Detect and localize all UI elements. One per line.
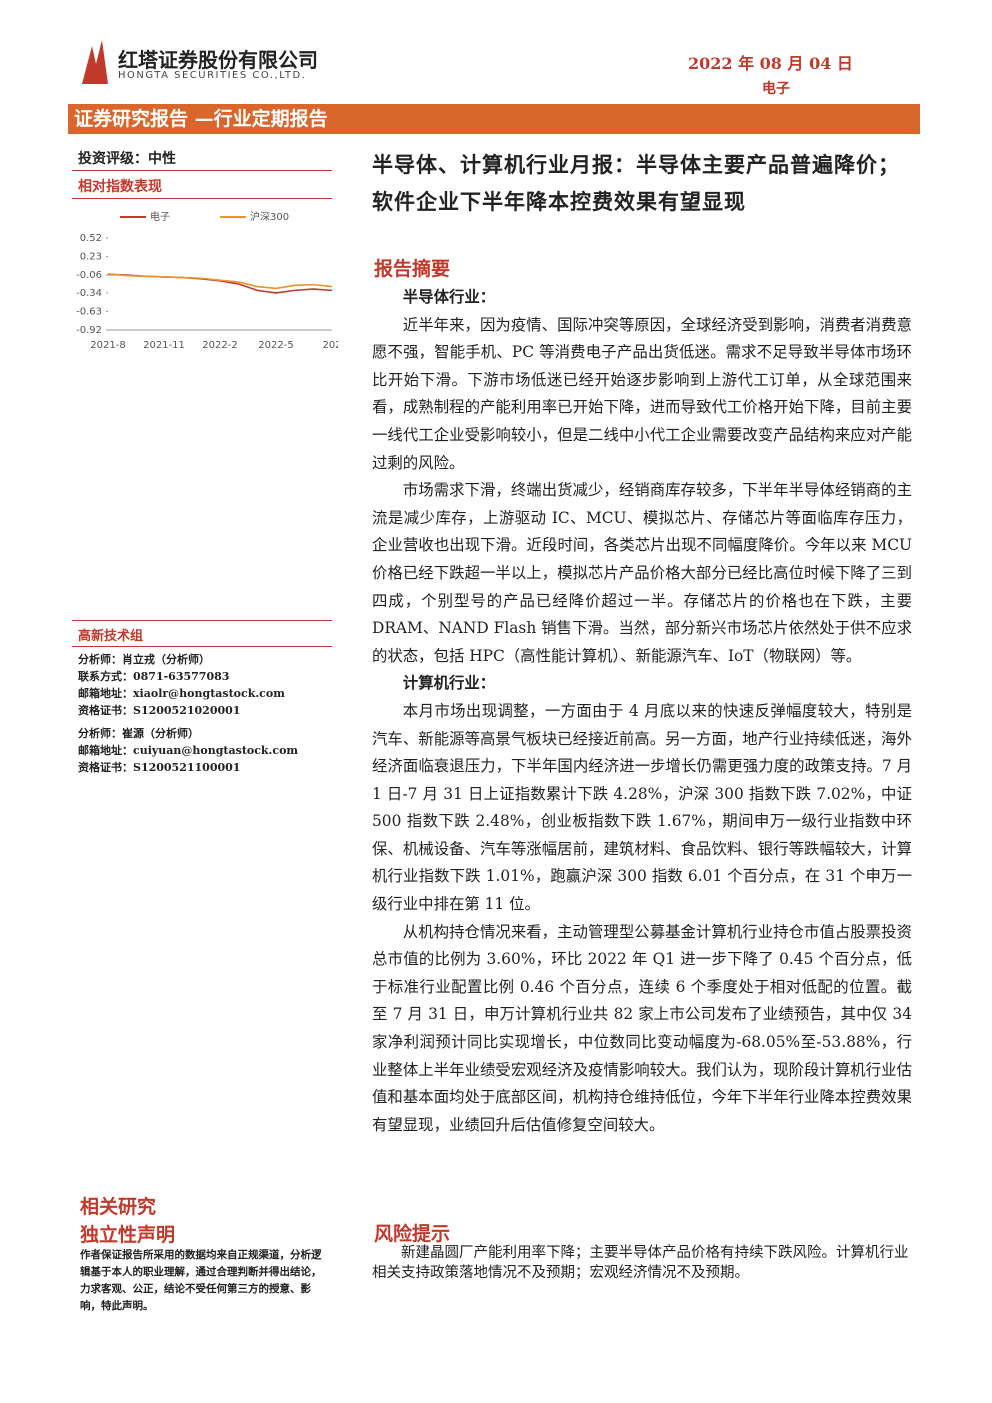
y-tick-label: -0.63 [76,306,102,317]
field-label: 联系方式： [78,670,133,683]
team: 高新技术组 [78,629,144,644]
analyst-row: 邮箱地址：cuiyuan@hongtastock.com [78,742,338,759]
banner: 证券研究报告 —行业定期报告 [68,104,920,134]
risk-text: 新建晶圆厂产能利用率下降；主要半导体产品价格有持续下跌风险。计算机行业相关支持政… [372,1245,909,1281]
analyst: 分析师：崔源（分析师） 邮箱地址：cuiyuan@hongtastock.com 资… [78,725,338,776]
y-tick-label: -0.34 [76,288,102,299]
date: 2022 年 08 月 04 日 [688,54,853,73]
logo [82,40,108,84]
analyst-row: 资格证书：S1200521100001 [78,759,338,776]
company: 红塔证券股份有限公司 [118,48,318,72]
analyst-row: 邮箱地址：xiaolr@hongtastock.com [78,685,338,702]
chart-heading: 相对指数表现 [78,179,162,195]
x-tick-label: 2021-8 [90,340,125,351]
section-heading: 计算机行业： [402,674,496,693]
field-label: 分析师： [78,727,122,740]
field-value: 0871-63577083 [133,670,230,683]
analyst-row: 资格证书：S1200521020001 [78,702,338,719]
field-label: 分析师： [78,653,122,666]
field-label: 邮箱地址： [78,687,133,700]
paragraph: 市场需求下滑，终端出货减少，经销商库存较多，下半年半导体经销商的主流是减少库存，… [372,481,912,665]
y-tick-label: 0.23 [80,252,102,263]
x-tick-label: 202 [322,340,338,351]
analysts: 分析师：肖立戎（分析师） 联系方式：0871-63577083 邮箱地址：xiaol… [78,651,338,782]
x-tick-label: 2022-2 [202,340,237,351]
analyst-row: 分析师：肖立戎（分析师） [78,651,338,668]
rating: 投资评级：中性 [78,151,176,167]
summary-heading: 报告摘要 [374,258,451,280]
y-tick-label: 0.52 [80,233,102,244]
risk-heading: 风险提示 [374,1223,451,1245]
y-tick-label: -0.06 [76,270,102,281]
report-title: 半导体、计算机行业月报：半导体主要产品普遍降价；软件企业下半年降本控费效果有望显… [372,152,900,214]
sector: 电子 [762,81,790,97]
related: 相关研究 [80,1196,157,1218]
y-tick-label: -0.92 [76,325,102,336]
disclaimer: 作者保证报告所采用的数据均来自正规渠道，分析逻辑基于本人的职业理解，通过合理判断… [80,1249,322,1312]
rule [72,620,332,621]
x-tick-label: 2022-5 [258,340,293,351]
x-tick-label: 2021-11 [143,340,185,351]
field-label: 邮箱地址： [78,744,133,757]
field-label: 资格证书： [78,761,133,774]
field-value: S1200521020001 [133,704,241,717]
series-line [107,273,333,294]
field-value: 崔源（分析师） [122,727,199,740]
analyst-row: 联系方式：0871-63577083 [78,668,338,685]
legend-label: 沪深300 [250,210,289,223]
disclaimer-title: 独立性声明 [80,1224,176,1246]
rule [72,646,332,647]
paragraph: 本月市场出现调整，一方面由于 4 月底以来的快速反弹幅度较大，特别是汽车、新能源… [372,701,912,914]
paragraph: 从机构持仓情况来看，主动管理型公募基金计算机行业持仓市值占股票投资总市值的比例为… [372,922,912,1134]
field-value: S1200521100001 [133,761,241,774]
field-value: xiaolr@hongtastock.com [133,687,285,700]
section-heading: 半导体行业： [402,288,496,306]
company-en: HONGTA SECURITIES CO.,LTD. [118,70,307,81]
series-line [107,272,333,290]
analyst-row: 分析师：崔源（分析师） [78,725,338,742]
paragraph: 近半年来，因为疫情、国际冲突等原因，全球经济受到影响，消费者消费意愿不强，智能手… [372,315,912,472]
analyst: 分析师：肖立戎（分析师） 联系方式：0871-63577083 邮箱地址：xiaol… [78,651,338,719]
legend-label: 电子 [150,210,170,223]
field-label: 资格证书： [78,704,133,717]
body: 半导体行业： 近半年来，因为疫情、国际冲突等原因，全球经济受到影响，消费者消费意愿… [372,284,912,1139]
field-value: 肖立戎（分析师） [122,653,210,666]
rule [72,198,332,199]
chart: 电子 沪深300 0.52 0.23 -0.06 -0.34 -0.63 -0.92 2021-… [76,210,338,351]
field-value: cuiyuan@hongtastock.com [133,744,299,757]
rule [72,170,332,171]
